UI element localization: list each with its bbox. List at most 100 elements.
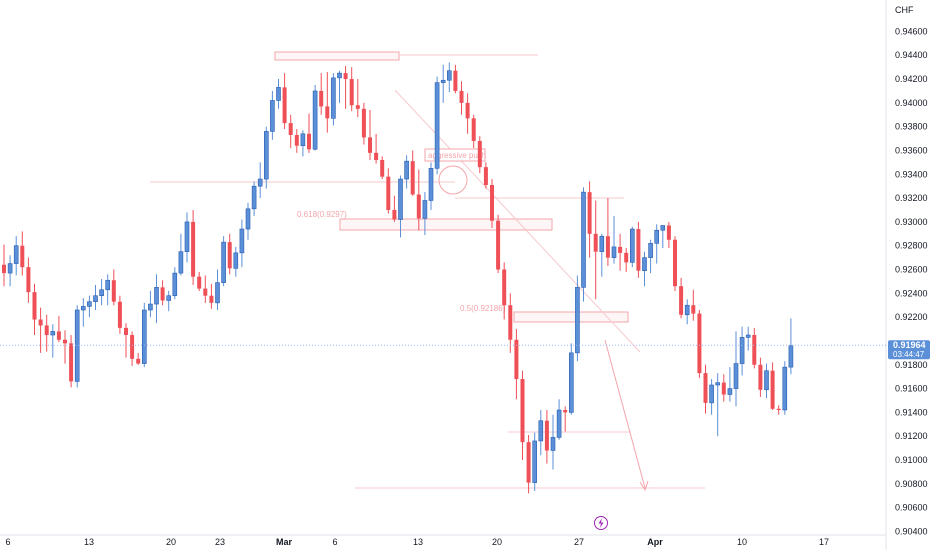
candle-down[interactable] xyxy=(483,167,488,185)
candle-up[interactable] xyxy=(556,409,562,438)
candle-down[interactable] xyxy=(697,313,702,374)
candle-up[interactable] xyxy=(727,388,733,395)
candle-down[interactable] xyxy=(124,327,128,335)
candle-up[interactable] xyxy=(446,70,452,81)
candle-down[interactable] xyxy=(20,245,25,268)
candle-up[interactable] xyxy=(172,272,178,297)
supply-zone-top[interactable] xyxy=(274,51,400,61)
candle-up[interactable] xyxy=(239,228,245,254)
candle-up[interactable] xyxy=(245,208,251,230)
price-axis[interactable]: 0.94600 0.94400 0.94200 0.94000 0.93800 0.936… xyxy=(895,26,928,536)
candle-down[interactable] xyxy=(691,305,696,314)
candle-down[interactable] xyxy=(288,123,293,135)
candle-up[interactable] xyxy=(550,437,556,451)
candle-up[interactable] xyxy=(184,221,190,252)
candle-down[interactable] xyxy=(319,90,324,107)
candle-up[interactable] xyxy=(660,225,666,231)
candle-down[interactable] xyxy=(526,442,531,483)
candle-down[interactable] xyxy=(514,339,519,380)
candle-up[interactable] xyxy=(642,257,647,272)
candle-up[interactable] xyxy=(81,306,86,311)
candle-up[interactable] xyxy=(215,282,220,304)
candle-up[interactable] xyxy=(428,168,434,201)
candle-up[interactable] xyxy=(733,363,739,389)
candle-down[interactable] xyxy=(136,358,141,364)
candle-up[interactable] xyxy=(575,287,580,354)
candle-up[interactable] xyxy=(221,241,226,283)
time-axis[interactable]: 6 13 20 23 Mar 6 13 20 27 Apr 10 17 xyxy=(5,537,829,547)
candle-down[interactable] xyxy=(416,194,421,219)
candle-down[interactable] xyxy=(191,221,196,277)
candle-up[interactable] xyxy=(709,384,714,404)
candle-up[interactable] xyxy=(745,334,751,338)
candle-down[interactable] xyxy=(32,292,37,320)
candle-up[interactable] xyxy=(568,352,574,413)
candle-up[interactable] xyxy=(154,287,159,305)
candle-down[interactable] xyxy=(502,269,507,306)
fib-zone-618[interactable] xyxy=(339,218,553,231)
candle-down[interactable] xyxy=(355,105,360,109)
candle-down[interactable] xyxy=(520,379,525,443)
candle-down[interactable] xyxy=(380,160,385,177)
fib-zone-05[interactable] xyxy=(513,311,629,323)
candle-down[interactable] xyxy=(770,370,775,409)
candle-up[interactable] xyxy=(434,82,440,169)
candle-down[interactable] xyxy=(69,343,74,382)
candle-up[interactable] xyxy=(648,243,653,258)
candle-up[interactable] xyxy=(276,87,281,101)
candle-down[interactable] xyxy=(776,408,781,410)
candle-up[interactable] xyxy=(105,279,110,291)
candle-down[interactable] xyxy=(636,229,641,271)
candle-down[interactable] xyxy=(477,140,482,168)
candle-down[interactable] xyxy=(282,87,287,124)
candle-up[interactable] xyxy=(142,309,147,364)
candle-down[interactable] xyxy=(752,335,757,365)
candle-down[interactable] xyxy=(130,335,135,359)
candle-down[interactable] xyxy=(294,135,299,146)
candle-up[interactable] xyxy=(257,178,263,187)
candle-up[interactable] xyxy=(422,200,428,219)
candle-down[interactable] xyxy=(38,319,43,326)
candle-up[interactable] xyxy=(166,295,171,301)
candle-down[interactable] xyxy=(459,90,464,103)
candle-down[interactable] xyxy=(490,185,494,221)
candle-up[interactable] xyxy=(178,251,184,274)
candle-down[interactable] xyxy=(361,108,366,138)
candle-down[interactable] xyxy=(624,252,629,263)
candle-down[interactable] xyxy=(209,295,214,303)
candle-up[interactable] xyxy=(13,245,19,264)
candle-up[interactable] xyxy=(538,420,544,442)
candle-down[interactable] xyxy=(374,152,379,160)
candle-down[interactable] xyxy=(111,280,116,302)
candle-down[interactable] xyxy=(203,288,208,296)
candle-down[interactable] xyxy=(349,79,354,106)
candle-up[interactable] xyxy=(788,345,794,368)
candle-down[interactable] xyxy=(666,225,671,240)
candle-down[interactable] xyxy=(56,331,61,340)
last-price-badge[interactable] xyxy=(888,340,930,360)
candle-up[interactable] xyxy=(715,382,721,386)
candle-up[interactable] xyxy=(337,72,342,79)
candle-down[interactable] xyxy=(26,267,31,293)
candle-down[interactable] xyxy=(544,420,549,451)
candle-down[interactable] xyxy=(325,106,330,119)
candle-up[interactable] xyxy=(251,185,257,210)
candle-down[interactable] xyxy=(160,287,165,301)
candle-up[interactable] xyxy=(99,289,104,297)
candle-down[interactable] xyxy=(386,176,391,210)
candle-down[interactable] xyxy=(227,242,232,269)
candle-up[interactable] xyxy=(233,252,239,269)
candle-down[interactable] xyxy=(410,161,415,195)
candle-down[interactable] xyxy=(368,137,372,153)
candle-up[interactable] xyxy=(739,337,745,364)
candle-down[interactable] xyxy=(587,192,592,234)
candle-up[interactable] xyxy=(440,79,446,83)
candle-down[interactable] xyxy=(471,118,476,141)
highlight-circle[interactable] xyxy=(438,165,468,195)
candle-down[interactable] xyxy=(673,239,677,287)
candle-up[interactable] xyxy=(611,246,617,258)
candle-down[interactable] xyxy=(307,133,311,150)
candle-up[interactable] xyxy=(404,160,409,180)
candle-down[interactable] xyxy=(563,410,568,413)
